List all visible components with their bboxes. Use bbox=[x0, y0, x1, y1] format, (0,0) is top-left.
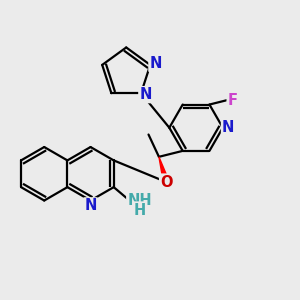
Text: N: N bbox=[222, 120, 234, 135]
Text: N: N bbox=[139, 87, 152, 102]
Text: F: F bbox=[228, 93, 238, 108]
Text: N: N bbox=[149, 56, 162, 71]
Polygon shape bbox=[159, 157, 169, 183]
Text: O: O bbox=[160, 175, 172, 190]
Text: H: H bbox=[134, 202, 146, 217]
Text: NH: NH bbox=[127, 193, 152, 208]
Text: N: N bbox=[84, 198, 97, 213]
